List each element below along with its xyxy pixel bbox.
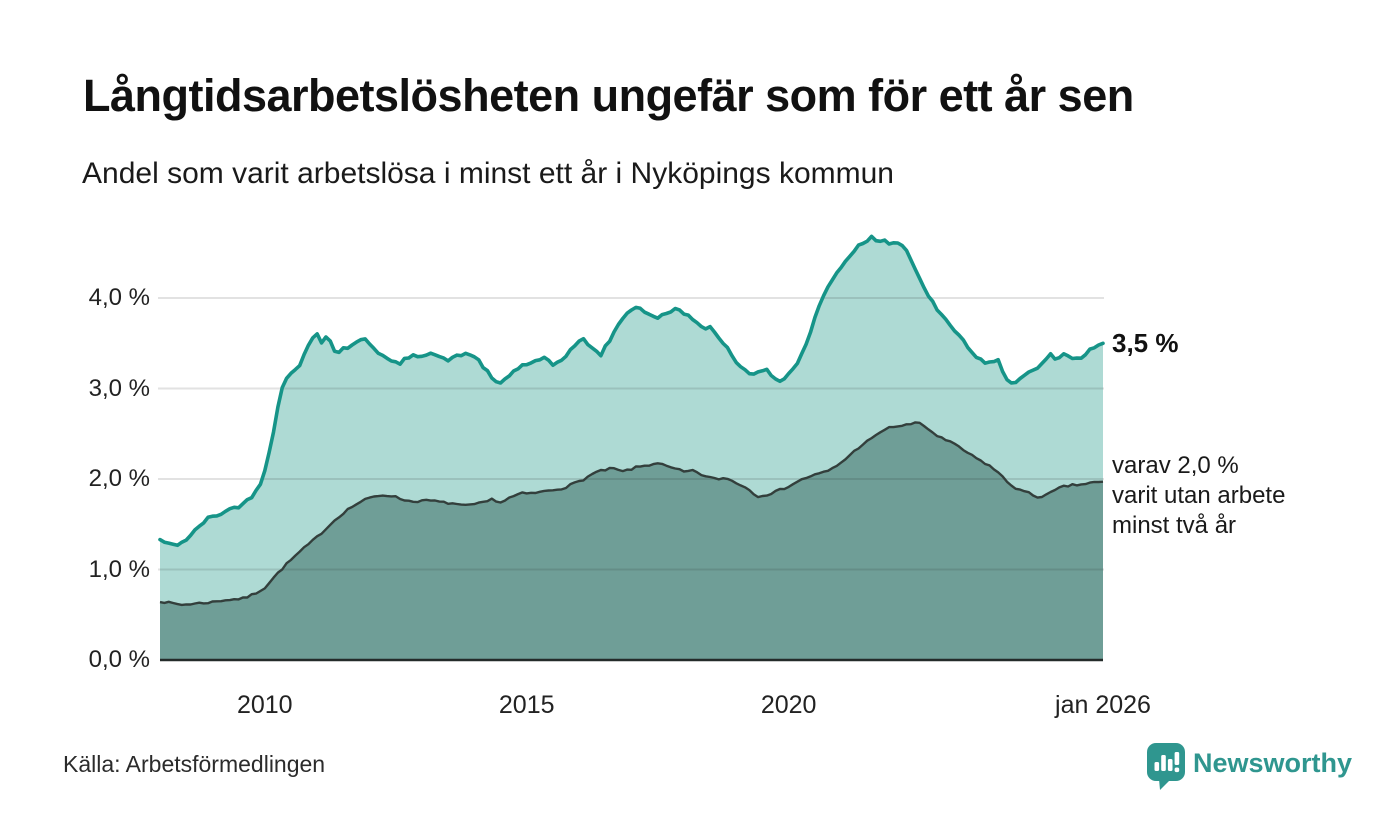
y-axis-label: 0,0 % [88, 646, 150, 673]
line-two-year [159, 421, 1104, 607]
secondary-annotation-line: minst två år [1112, 512, 1237, 539]
secondary-annotation-line: varit utan arbete [1112, 482, 1286, 509]
x-axis-label: 2015 [498, 691, 555, 719]
y-axis-label: 2,0 % [88, 465, 150, 492]
newsworthy-logo[interactable]: Newsworthy [1147, 743, 1352, 791]
x-axis-label: 2010 [236, 691, 293, 719]
page-subtitle: Andel som varit arbetslösa i minst ett å… [82, 157, 894, 190]
secondary-annotation-line: varav 2,0 % [1112, 452, 1239, 479]
y-axis-label: 3,0 % [88, 374, 150, 402]
newsworthy-wordmark: Newsworthy [1193, 748, 1353, 778]
line-one-year [158, 234, 1105, 548]
area-two-year [160, 422, 1103, 660]
x-axis-label: jan 2026 [1055, 691, 1151, 719]
y-axis-label: 4,0 % [88, 284, 150, 311]
y-axis-label: 1,0 % [88, 555, 150, 583]
latest-value-annotation: 3,5 % [1112, 328, 1179, 359]
newsworthy-logo-icon [1147, 743, 1185, 790]
page-title: Långtidsarbetslösheten ungefär som för e… [83, 70, 1134, 121]
x-axis-label: 2020 [760, 691, 817, 719]
source-note: Källa: Arbetsförmedlingen [63, 751, 326, 777]
secondary-annotation: varav 2,0 % varit utan arbete minst två … [1112, 451, 1352, 541]
